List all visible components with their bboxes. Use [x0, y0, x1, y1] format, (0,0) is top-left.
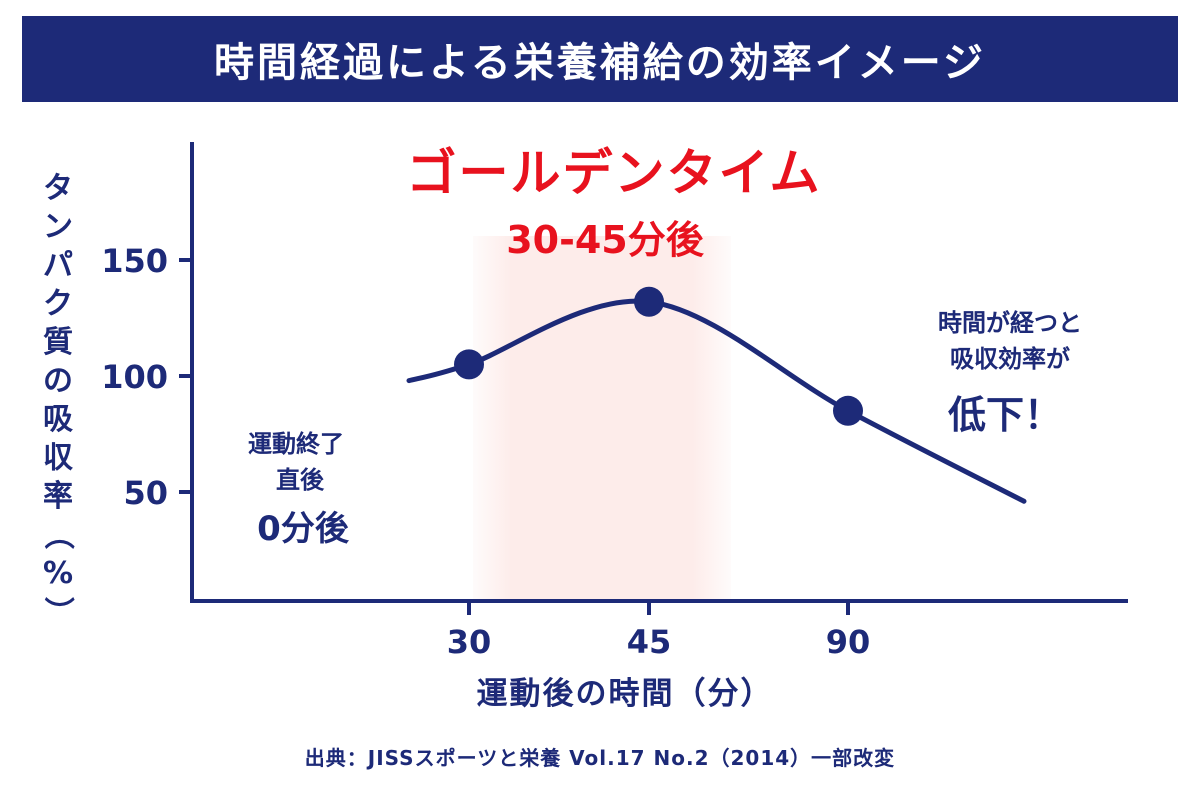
left-note-line2: 直後: [276, 466, 325, 494]
right-note-line3: 低下！: [948, 393, 1062, 437]
y-axis-label-char: タ: [43, 171, 73, 206]
y-axis-label-char: の: [43, 364, 73, 399]
y-axis-label-char: %: [43, 556, 73, 591]
source-note: 出典：JISSスポーツと栄養 Vol.17 No.2（2014）一部改変: [304, 746, 896, 770]
y-axis-label-char: パ: [43, 248, 73, 283]
page-title: 時間経過による栄養補給の効率イメージ: [214, 40, 986, 86]
data-point: [454, 349, 484, 380]
y-axis-label-char: ン: [43, 210, 73, 245]
golden-time-band: [473, 236, 731, 601]
y-tick-label: 100: [101, 358, 168, 396]
left-note-line3: 0分後: [257, 509, 350, 549]
right-note-line1: 時間が経つと: [938, 309, 1082, 337]
golden-time-title: ゴールデンタイム: [407, 144, 822, 202]
y-axis-label-char: 率: [43, 479, 73, 514]
left-note-line1: 運動終了: [248, 430, 344, 458]
y-axis-label-char: 収: [43, 441, 74, 476]
title-bar: 時間経過による栄養補給の効率イメージ: [22, 16, 1178, 102]
y-tick-label: 50: [123, 474, 168, 512]
right-note-line2: 吸収効率が: [950, 345, 1070, 373]
x-tick-label: 30: [447, 623, 492, 661]
y-axis-label-char: ク: [43, 287, 73, 322]
x-tick-label: 45: [627, 623, 672, 661]
y-axis-label-char: 吸: [43, 402, 73, 437]
data-point: [833, 395, 863, 426]
y-axis-label-char: ）: [40, 597, 75, 627]
y-tick-label: 150: [101, 242, 168, 280]
golden-time-range: 30-45分後: [506, 218, 705, 262]
y-axis-label-char: 質: [43, 325, 73, 360]
x-tick-label: 90: [826, 623, 871, 661]
y-axis-label-char: （: [40, 520, 75, 550]
x-axis-label: 運動後の時間（分）: [477, 676, 774, 712]
data-point: [634, 286, 664, 317]
